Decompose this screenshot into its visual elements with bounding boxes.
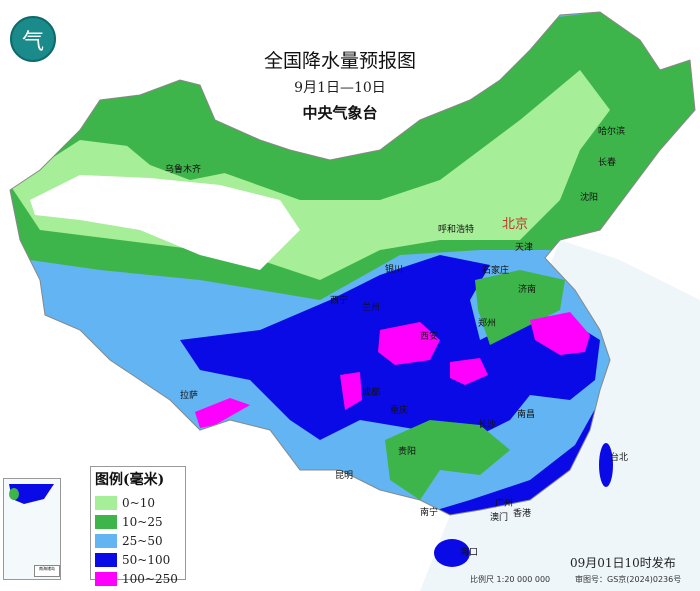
approval-number: 审图号：GS京(2024)0236号 (575, 575, 682, 584)
city-label: 南昌 (517, 410, 536, 420)
china-border (9, 11, 696, 516)
organization: 中央气象台 (302, 104, 378, 122)
inset-map (9, 484, 54, 504)
legend-label: 0~10 (122, 495, 155, 510)
legend-title: 图例(毫米) (95, 472, 165, 488)
legend-swatch (95, 514, 117, 529)
city-label: 香港 (513, 509, 532, 519)
legend: 图例(毫米) 0~10 10~25 25~50 50~100 100~250 (90, 466, 186, 586)
zone-10-25-shandong (475, 270, 565, 345)
city-label: 沈阳 (580, 193, 599, 203)
zone-100-250-4 (530, 312, 590, 355)
zone-0-10-xinjiang (120, 120, 260, 180)
city-label: 乌鲁木齐 (165, 165, 202, 175)
legend-item: 0~10 (95, 493, 185, 512)
city-label: 拉萨 (180, 391, 199, 401)
legend-item: 10~25 (95, 512, 185, 531)
city-label: 贵阳 (398, 447, 417, 457)
city-label: 海口 (460, 548, 479, 558)
zone-dry (30, 175, 300, 270)
legend-label: 50~100 (122, 552, 171, 567)
city-label: 西安 (420, 332, 439, 342)
city-label: 广州 (495, 499, 514, 509)
taiwan-island (599, 443, 613, 487)
city-label: 西宁 (330, 296, 349, 306)
inset-caption: 南海诸岛 (34, 565, 60, 577)
logo-glyph: 气 (21, 30, 44, 55)
city-label: 石家庄 (482, 266, 510, 276)
legend-item: 100~250 (95, 569, 185, 588)
city-label: 呼和浩特 (438, 225, 475, 235)
city-label: 济南 (518, 285, 537, 295)
legend-swatch (95, 571, 117, 586)
city-label: 长春 (598, 158, 617, 168)
city-label: 郑州 (478, 319, 497, 329)
legend-swatch (95, 552, 117, 567)
city-label: 兰州 (362, 303, 381, 313)
legend-label: 100~250 (122, 571, 178, 586)
city-label: 长沙 (478, 420, 497, 430)
zone-100-250-2 (450, 358, 488, 385)
zone-10-25-south (385, 420, 510, 500)
city-label: 昆明 (335, 471, 354, 481)
city-label: 南宁 (420, 508, 439, 518)
city-label: 重庆 (390, 406, 409, 416)
city-label: 天津 (515, 243, 534, 253)
legend-label: 10~25 (122, 514, 163, 529)
south-china-sea-inset: 南海诸岛 (3, 478, 61, 580)
zone-10-25-ne (610, 60, 695, 200)
forecast-period: 9月1日—10日 (294, 80, 386, 96)
cma-logo: 气 (10, 16, 56, 62)
issue-time: 09月01日10时发布 (570, 556, 676, 570)
legend-item: 50~100 (95, 550, 185, 569)
city-label: 澳门 (490, 513, 509, 523)
zone-100-250-5 (195, 398, 250, 428)
city-label: 台北 (610, 453, 629, 463)
map-title: 全国降水量预报图 (263, 50, 416, 72)
legend-swatch (95, 495, 117, 510)
capital-label: 北京 (502, 217, 529, 232)
city-label: 银川 (385, 265, 404, 275)
legend-swatch (95, 533, 117, 548)
zone-100-250-3 (340, 372, 362, 410)
city-label: 成都 (362, 388, 381, 398)
legend-item: 25~50 (95, 531, 185, 550)
city-label: 哈尔滨 (598, 127, 626, 137)
map-scale: 比例尺 1:20 000 000 (470, 575, 551, 584)
legend-label: 25~50 (122, 533, 163, 548)
hainan-island (434, 539, 470, 567)
zone-100-250-1 (378, 322, 440, 365)
